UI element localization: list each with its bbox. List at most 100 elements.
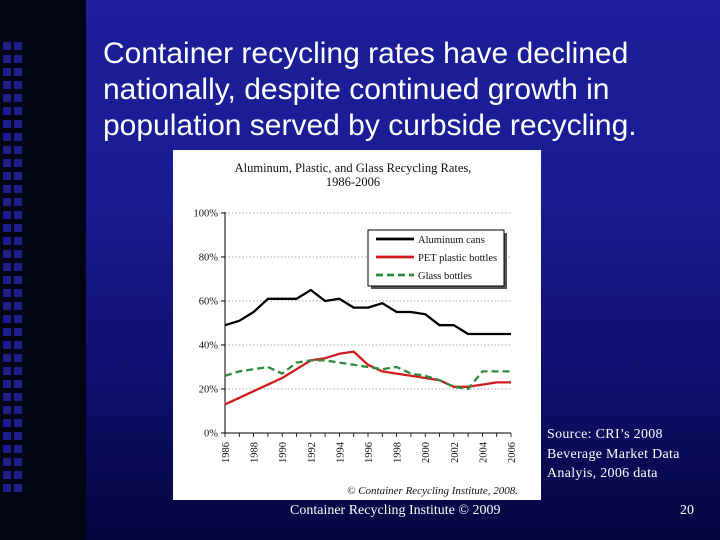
x-tick-label: 2004 (478, 441, 489, 463)
stripe-square (14, 445, 22, 453)
stripe-square (14, 68, 22, 76)
legend-label: Glass bottles (418, 271, 472, 282)
y-tick-label: 20% (199, 385, 219, 396)
legend-label: Aluminum cans (418, 235, 485, 246)
stripe-square (14, 367, 22, 375)
source-note: Source: CRI’s 2008 Beverage Market Data … (547, 427, 680, 481)
stripe-square (14, 120, 22, 128)
stripe-square (14, 328, 22, 336)
stripe-square (14, 289, 22, 297)
stripe-square (14, 471, 22, 479)
stripe-square (3, 185, 11, 193)
stripe-square (3, 68, 11, 76)
y-tick-label: 100% (194, 209, 219, 220)
stripe-square (14, 263, 22, 271)
left-decorative-stripe (0, 0, 86, 540)
stripe-square (14, 198, 22, 206)
stripe-square (14, 354, 22, 362)
stripe-square (14, 211, 22, 219)
stripe-square (3, 198, 11, 206)
stripe-square (3, 133, 11, 141)
stripe-square (14, 55, 22, 63)
stripe-square (3, 315, 11, 323)
stripe-square (3, 445, 11, 453)
stripe-square (3, 107, 11, 115)
stripe-square (14, 380, 22, 388)
stripe-square (14, 94, 22, 102)
chart-subtitle: 1986-2006 (326, 175, 380, 189)
stripe-square (3, 55, 11, 63)
slide-title: Container recycling rates have declined … (103, 37, 637, 142)
stripe-square (14, 42, 22, 50)
x-tick-label: 2006 (507, 442, 518, 463)
stripe-squares-left (3, 42, 12, 497)
stripe-square (14, 81, 22, 89)
stripe-square (14, 315, 22, 323)
stripe-square (3, 224, 11, 232)
stripe-square (14, 419, 22, 427)
stripe-square (3, 458, 11, 466)
stripe-square (3, 341, 11, 349)
stripe-square (3, 120, 11, 128)
x-tick-label: 1998 (393, 442, 404, 463)
y-tick-label: 60% (199, 297, 219, 308)
stripe-square (14, 133, 22, 141)
stripe-square (3, 146, 11, 154)
stripe-square (14, 250, 22, 258)
stripe-square (3, 484, 11, 492)
stripe-square (14, 224, 22, 232)
stripe-square (3, 159, 11, 167)
chart-panel: Aluminum, Plastic, and Glass Recycling R… (173, 150, 541, 500)
stripe-square (14, 276, 22, 284)
stripe-square (3, 211, 11, 219)
x-tick-label: 2002 (450, 442, 461, 463)
stripe-square (3, 289, 11, 297)
chart-title: Aluminum, Plastic, and Glass Recycling R… (235, 161, 472, 175)
y-tick-label: 40% (199, 341, 219, 352)
stripe-square (3, 302, 11, 310)
x-tick-label: 1996 (364, 442, 375, 463)
x-tick-label: 1994 (335, 441, 346, 463)
stripe-square (3, 367, 11, 375)
stripe-square (3, 250, 11, 258)
stripe-square (14, 393, 22, 401)
x-tick-label: 1986 (221, 442, 232, 463)
y-tick-label: 0% (204, 429, 218, 440)
stripe-square (3, 393, 11, 401)
stripe-square (14, 237, 22, 245)
stripe-square (3, 419, 11, 427)
stripe-square (3, 276, 11, 284)
x-tick-label: 1990 (278, 442, 289, 463)
stripe-square (3, 328, 11, 336)
x-tick-label: 1992 (307, 442, 318, 463)
stripe-square (3, 42, 11, 50)
legend-label: PET plastic bottles (418, 253, 497, 264)
stripe-square (3, 263, 11, 271)
stripe-square (3, 432, 11, 440)
stripe-square (14, 341, 22, 349)
series-line-pet-plastic-bottles (224, 350, 511, 406)
stripe-square (3, 406, 11, 414)
stripe-square (3, 380, 11, 388)
stripe-square (3, 354, 11, 362)
stripe-square (14, 107, 22, 115)
stripe-square (14, 432, 22, 440)
stripe-square (3, 94, 11, 102)
stripe-square (14, 159, 22, 167)
stripe-square (14, 185, 22, 193)
y-tick-label: 80% (199, 253, 219, 264)
stripe-square (3, 81, 11, 89)
stripe-square (14, 172, 22, 180)
stripe-square (14, 406, 22, 414)
x-tick-label: 2000 (421, 442, 432, 463)
series-line-glass-bottles (224, 359, 511, 391)
stripe-square (3, 471, 11, 479)
page-number: 20 (680, 503, 694, 518)
stripe-square (14, 302, 22, 310)
footer-text: Container Recycling Institute © 2009 (290, 503, 501, 518)
chart-copyright: © Container Recycling Institute, 2008. (347, 485, 518, 497)
stripe-square (14, 458, 22, 466)
stripe-square (14, 484, 22, 492)
stripe-square (14, 146, 22, 154)
stripe-squares-right (14, 42, 23, 497)
